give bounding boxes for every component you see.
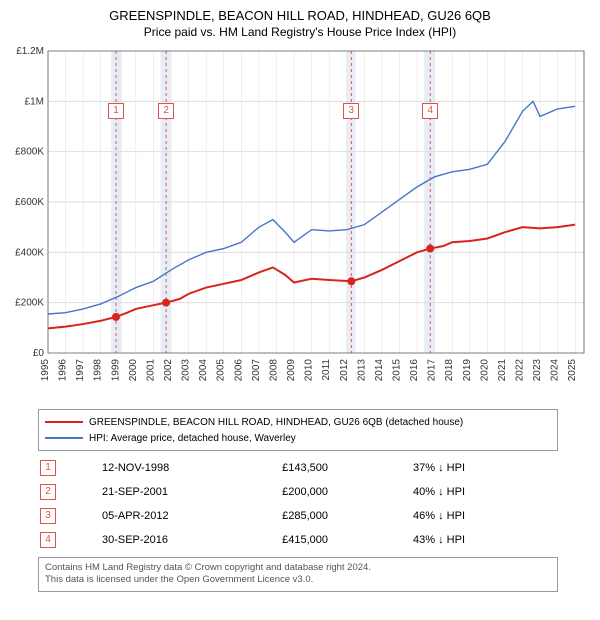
line-chart: £0 £200K £400K £600K £800K £1M £1.2M 1995 1996 19…	[8, 43, 592, 403]
event-marker: 3	[40, 508, 56, 524]
svg-text:1998: 1998	[93, 359, 104, 382]
event-marker: 4	[40, 532, 56, 548]
event-delta: 37% ↓ HPI	[413, 457, 556, 479]
event-date: 05-APR-2012	[102, 505, 280, 527]
chart-marker: 1	[108, 103, 124, 119]
event-delta: 43% ↓ HPI	[413, 529, 556, 551]
svg-text:1996: 1996	[58, 359, 69, 382]
svg-text:2017: 2017	[427, 359, 438, 382]
svg-text:2013: 2013	[356, 359, 367, 382]
footer-line-1: Contains HM Land Registry data © Crown c…	[45, 562, 551, 574]
event-price: £415,000	[282, 529, 411, 551]
svg-text:2001: 2001	[145, 359, 156, 382]
event-delta: 40% ↓ HPI	[413, 481, 556, 503]
event-date: 30-SEP-2016	[102, 529, 280, 551]
event-row: 3 05-APR-2012£285,00046% ↓ HPI	[40, 505, 556, 527]
event-date: 21-SEP-2001	[102, 481, 280, 503]
svg-text:£600K: £600K	[15, 197, 44, 208]
event-marker-cell: 3	[40, 505, 100, 527]
svg-text:2021: 2021	[497, 359, 508, 382]
event-marker: 1	[40, 460, 56, 476]
svg-text:2024: 2024	[550, 359, 561, 382]
chart-marker: 3	[343, 103, 359, 119]
svg-text:2004: 2004	[198, 359, 209, 382]
event-row: 4 30-SEP-2016£415,00043% ↓ HPI	[40, 529, 556, 551]
chart-subtitle: Price paid vs. HM Land Registry's House …	[8, 25, 592, 39]
svg-text:£1M: £1M	[25, 96, 44, 107]
svg-text:2012: 2012	[339, 359, 350, 382]
chart-marker: 4	[422, 103, 438, 119]
event-date: 12-NOV-1998	[102, 457, 280, 479]
legend-label: HPI: Average price, detached house, Wave…	[89, 433, 296, 444]
legend-swatch	[45, 421, 83, 423]
event-price: £285,000	[282, 505, 411, 527]
svg-text:£1.2M: £1.2M	[16, 46, 44, 57]
svg-text:2000: 2000	[128, 359, 139, 382]
event-marker-cell: 2	[40, 481, 100, 503]
svg-text:2005: 2005	[216, 359, 227, 382]
svg-text:2018: 2018	[444, 359, 455, 382]
svg-text:2019: 2019	[462, 359, 473, 382]
svg-text:2015: 2015	[391, 359, 402, 382]
event-row: 2 21-SEP-2001£200,00040% ↓ HPI	[40, 481, 556, 503]
svg-text:2009: 2009	[286, 359, 297, 382]
svg-text:2016: 2016	[409, 359, 420, 382]
legend-item: HPI: Average price, detached house, Wave…	[45, 430, 551, 446]
event-price: £143,500	[282, 457, 411, 479]
footer-attribution: Contains HM Land Registry data © Crown c…	[38, 557, 558, 592]
footer-line-2: This data is licensed under the Open Gov…	[45, 574, 551, 586]
event-delta: 46% ↓ HPI	[413, 505, 556, 527]
legend: GREENSPINDLE, BEACON HILL ROAD, HINDHEAD…	[38, 409, 558, 451]
svg-text:2022: 2022	[514, 359, 525, 382]
svg-text:2003: 2003	[181, 359, 192, 382]
event-marker: 2	[40, 484, 56, 500]
legend-swatch	[45, 437, 83, 439]
svg-text:1999: 1999	[110, 359, 121, 382]
svg-text:£400K: £400K	[15, 247, 44, 258]
svg-text:2006: 2006	[233, 359, 244, 382]
svg-text:£200K: £200K	[15, 298, 44, 309]
chart-title: GREENSPINDLE, BEACON HILL ROAD, HINDHEAD…	[8, 8, 592, 23]
svg-text:1997: 1997	[75, 359, 86, 382]
legend-item: GREENSPINDLE, BEACON HILL ROAD, HINDHEAD…	[45, 414, 551, 430]
svg-text:2002: 2002	[163, 359, 174, 382]
svg-text:2014: 2014	[374, 359, 385, 382]
chart-area: £0 £200K £400K £600K £800K £1M £1.2M 1995 1996 19…	[8, 43, 592, 403]
svg-text:2007: 2007	[251, 359, 262, 382]
svg-text:£0: £0	[33, 348, 45, 359]
svg-text:2010: 2010	[304, 359, 315, 382]
event-marker-cell: 4	[40, 529, 100, 551]
event-row: 1 12-NOV-1998£143,50037% ↓ HPI	[40, 457, 556, 479]
event-price: £200,000	[282, 481, 411, 503]
svg-text:1995: 1995	[40, 359, 51, 382]
svg-text:2025: 2025	[567, 359, 578, 382]
legend-label: GREENSPINDLE, BEACON HILL ROAD, HINDHEAD…	[89, 417, 463, 428]
svg-text:2008: 2008	[268, 359, 279, 382]
svg-text:£800K: £800K	[15, 147, 44, 158]
chart-marker: 2	[158, 103, 174, 119]
svg-text:2011: 2011	[321, 359, 332, 381]
svg-text:2020: 2020	[479, 359, 490, 382]
event-marker-cell: 1	[40, 457, 100, 479]
events-table: 1 12-NOV-1998£143,50037% ↓ HPI 2 21-SEP-200…	[38, 455, 558, 553]
svg-text:2023: 2023	[532, 359, 543, 382]
